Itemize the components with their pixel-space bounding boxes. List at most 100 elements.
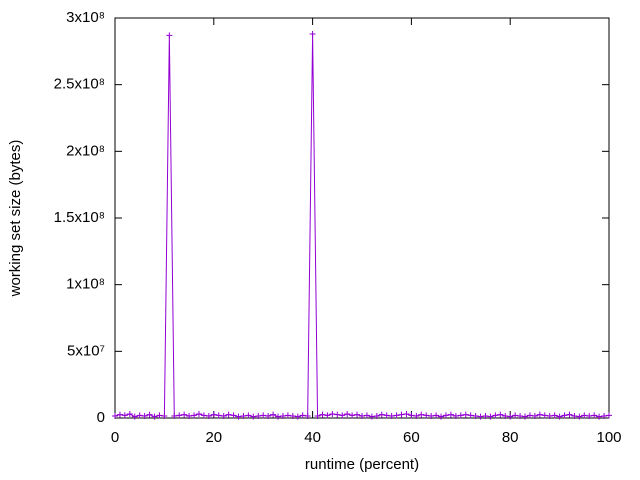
point-marker <box>131 413 138 420</box>
point-marker <box>112 413 118 419</box>
point-marker <box>398 411 405 418</box>
y-tick-label: 3x10⁸ <box>66 9 105 26</box>
point-marker <box>531 413 538 419</box>
point-marker <box>541 412 548 419</box>
point-marker <box>210 411 217 418</box>
point-marker <box>304 413 311 419</box>
data-line <box>114 33 610 418</box>
point-marker <box>116 411 123 418</box>
x-axis-label: runtime (percent) <box>305 456 419 473</box>
point-marker <box>225 411 232 418</box>
point-marker <box>388 413 395 419</box>
point-marker <box>176 412 183 419</box>
point-marker <box>255 413 262 419</box>
point-marker <box>121 412 128 419</box>
point-marker <box>442 412 449 419</box>
y-tick-label: 1x10⁸ <box>66 276 105 293</box>
point-marker <box>299 412 306 419</box>
point-marker <box>195 411 202 417</box>
point-marker <box>472 413 479 419</box>
point-marker <box>556 413 563 420</box>
x-tick-label: 20 <box>205 429 222 446</box>
point-marker <box>270 411 277 418</box>
point-marker <box>141 413 148 419</box>
point-marker <box>438 413 445 420</box>
point-marker <box>235 413 242 420</box>
point-marker <box>512 412 519 419</box>
y-axis-label: working set size (bytes) <box>7 140 24 298</box>
x-tick-label: 100 <box>596 429 621 446</box>
point-marker <box>354 411 361 418</box>
point-marker <box>240 413 247 419</box>
point-marker <box>482 413 489 419</box>
point-marker <box>571 413 578 419</box>
point-marker <box>581 412 588 419</box>
point-marker <box>433 412 440 419</box>
point-marker <box>166 32 173 39</box>
point-marker <box>606 412 612 419</box>
point-marker <box>156 412 163 419</box>
point-marker <box>284 412 291 419</box>
point-marker <box>522 413 529 420</box>
point-marker <box>151 413 158 420</box>
plot-border <box>114 17 610 419</box>
point-marker <box>428 413 435 419</box>
point-marker <box>536 411 543 418</box>
point-marker <box>447 411 454 418</box>
point-marker <box>250 413 257 420</box>
x-tick-label: 80 <box>502 429 519 446</box>
point-marker <box>517 413 524 419</box>
point-marker <box>378 411 385 418</box>
point-marker <box>344 411 351 417</box>
point-marker <box>200 412 207 419</box>
y-tick-label: 5x10⁷ <box>67 342 105 359</box>
point-marker <box>215 412 222 419</box>
point-marker <box>319 411 326 418</box>
point-marker <box>363 412 370 419</box>
point-marker <box>373 413 380 419</box>
point-marker <box>462 411 469 418</box>
point-marker <box>393 412 400 419</box>
point-marker <box>383 412 390 419</box>
y-tick-label: 2.5x10⁸ <box>54 76 105 93</box>
point-marker <box>309 31 316 37</box>
y-tick-label: 2x10⁸ <box>66 142 105 159</box>
point-marker <box>591 412 598 419</box>
y-tick-label: 1.5x10⁸ <box>54 209 105 226</box>
point-marker <box>265 413 272 419</box>
point-marker <box>413 413 420 419</box>
point-marker <box>423 412 430 419</box>
point-marker <box>171 413 178 419</box>
point-marker <box>561 412 568 419</box>
point-marker <box>146 411 153 418</box>
point-marker <box>492 412 499 419</box>
point-marker <box>324 412 331 419</box>
point-marker <box>477 413 484 420</box>
point-marker <box>551 412 558 419</box>
point-marker <box>596 413 603 420</box>
x-tick-label: 40 <box>304 429 321 446</box>
point-marker <box>502 413 509 419</box>
point-marker <box>136 412 143 419</box>
point-marker <box>181 411 188 418</box>
point-marker <box>526 412 533 419</box>
point-marker <box>161 413 168 419</box>
point-marker <box>329 411 336 417</box>
point-marker <box>403 411 410 417</box>
point-marker <box>275 413 282 420</box>
point-marker <box>586 413 593 419</box>
point-marker <box>452 413 459 419</box>
point-marker <box>289 413 296 419</box>
point-marker <box>339 412 346 419</box>
point-marker <box>279 413 286 419</box>
point-marker <box>205 413 212 419</box>
point-marker <box>349 412 356 419</box>
x-tick-label: 60 <box>403 429 420 446</box>
point-marker <box>294 413 301 420</box>
point-marker <box>487 413 494 420</box>
y-tick-label: 0 <box>97 409 105 426</box>
point-marker <box>368 413 375 420</box>
x-tick-label: 0 <box>111 429 119 446</box>
point-marker <box>245 412 252 419</box>
